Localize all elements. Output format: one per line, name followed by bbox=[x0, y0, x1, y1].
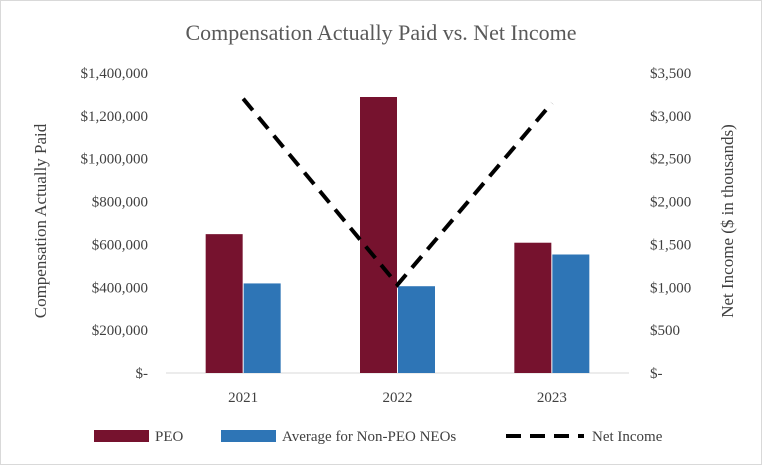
y-tick-label: $600,000 bbox=[92, 237, 148, 253]
y-tick-label: $1,200,000 bbox=[81, 109, 149, 125]
net-income-line bbox=[241, 97, 554, 288]
bar-peo-2023 bbox=[514, 242, 552, 373]
legend-label-net-income: Net Income bbox=[592, 429, 663, 445]
x-tick-label: 2022 bbox=[383, 390, 413, 406]
bar-average-for-non-peo-neos-2021 bbox=[243, 283, 281, 373]
y2-tick-label: $3,500 bbox=[650, 66, 691, 82]
y2-tick-label: $1,000 bbox=[650, 280, 691, 296]
y2-tick-label: $1,500 bbox=[650, 237, 691, 253]
bar-average-for-non-peo-neos-2022 bbox=[398, 286, 435, 373]
y-tick-label: $1,400,000 bbox=[81, 66, 149, 82]
y-tick-label: $- bbox=[136, 366, 149, 382]
y-tick-label: $400,000 bbox=[92, 280, 148, 296]
x-tick-label: 2021 bbox=[228, 390, 258, 406]
y2-axis-title: Net Income ($ in thousands) bbox=[718, 124, 737, 318]
x-tick-label: 2023 bbox=[537, 390, 567, 406]
y-tick-label: $800,000 bbox=[92, 195, 148, 211]
chart-title: Compensation Actually Paid vs. Net Incom… bbox=[185, 20, 576, 45]
plot-area: $- $200,000 $400,000 $600,000 $800,000 $1,000… bbox=[81, 66, 692, 406]
legend: PEO Average for Non-PEO NEOs Net Income bbox=[94, 429, 663, 445]
y2-tick-label: $500 bbox=[650, 323, 680, 339]
y-tick-label: $200,000 bbox=[92, 323, 148, 339]
legend-swatch-peo bbox=[94, 430, 149, 442]
legend-swatch-average-for-non-peo-neos bbox=[221, 430, 276, 442]
y-axis-title: Compensation Actually Paid bbox=[31, 123, 50, 318]
y2-tick-label: $2,000 bbox=[650, 195, 691, 211]
bar-peo-2022 bbox=[360, 97, 397, 373]
y2-tick-label: $- bbox=[650, 366, 663, 382]
legend-label-average-for-non-peo-neos: Average for Non-PEO NEOs bbox=[282, 429, 456, 445]
y2-tick-label: $2,500 bbox=[650, 152, 691, 168]
bar-peo-2021 bbox=[205, 234, 243, 373]
y-tick-label: $1,000,000 bbox=[81, 152, 149, 168]
y2-tick-label: $3,000 bbox=[650, 109, 691, 125]
bar-average-for-non-peo-neos-2023 bbox=[552, 254, 590, 373]
legend-label-peo: PEO bbox=[155, 429, 184, 445]
